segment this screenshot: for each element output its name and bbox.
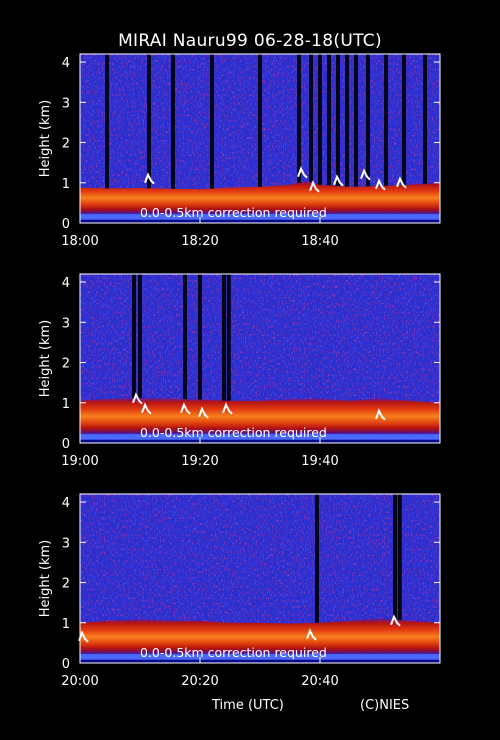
cloud-echo (132, 392, 143, 405)
boundary-layer (80, 397, 440, 434)
correction-annotation: 0.0-0.5km correction required (140, 205, 327, 220)
y-tick-label: 0 (62, 437, 70, 452)
near-ground-band (80, 214, 440, 220)
boundary-layer (80, 618, 440, 654)
dropout-column (210, 54, 214, 189)
y-tick-label: 1 (62, 177, 70, 192)
near-ground-band (80, 654, 440, 660)
dropout-column (222, 274, 226, 401)
dropout-column (147, 54, 151, 189)
y-tick-label: 3 (62, 96, 70, 111)
panel-frame (79, 273, 441, 444)
ground-band (80, 219, 440, 223)
dropout-column (171, 54, 175, 189)
x-tick-label: 18:20 (181, 234, 218, 249)
dropout-column (345, 54, 349, 187)
dropout-column (423, 54, 427, 184)
cloud-echo (375, 178, 386, 191)
cloud-echo (333, 174, 344, 187)
near-ground-band (80, 434, 440, 440)
panel-frame (79, 53, 441, 224)
lidar-panel-2: 0.0-0.5km correction required 0 1 2 3 4 19:00 1… (38, 273, 441, 469)
cloud-echo (360, 168, 371, 181)
ground-band (80, 439, 440, 443)
y-tick-label: 3 (62, 316, 70, 331)
y-axis-label: Height (km) (38, 540, 53, 617)
cloud-echo (141, 402, 152, 415)
y-tick-label: 4 (62, 56, 70, 71)
cloud-echo (309, 180, 320, 193)
cloud-echo (198, 406, 209, 419)
y-tick-label: 4 (62, 276, 70, 291)
y-axis-label: Height (km) (38, 100, 53, 177)
correction-annotation: 0.0-0.5km correction required (140, 425, 327, 440)
y-tick-label: 2 (62, 357, 70, 372)
y-axis-label: Height (km) (38, 320, 53, 397)
x-tick-label: 20:40 (301, 674, 338, 689)
lidar-panel-3: 0.0-0.5km correction required 0 1 2 3 4 20:00 2… (38, 493, 441, 689)
x-tick-label: 20:20 (181, 674, 218, 689)
y-tick-label: 3 (62, 536, 70, 551)
y-tick-label: 4 (62, 496, 70, 511)
dropout-column (258, 54, 262, 187)
dropout-column (105, 54, 109, 189)
cloud-echo (306, 628, 317, 641)
dropout-column (198, 274, 202, 400)
dropout-column (393, 494, 397, 620)
x-tick-label: 19:40 (301, 454, 338, 469)
dropout-column (183, 274, 187, 400)
x-tick-label: 20:00 (61, 674, 98, 689)
cloud-echo (375, 408, 386, 421)
dropout-column (336, 54, 340, 186)
panel-frame (79, 493, 441, 664)
cloud-echo (144, 172, 155, 185)
y-tick-label: 0 (62, 217, 70, 232)
dropout-column (354, 54, 358, 187)
cloud-echo (297, 166, 308, 179)
dropout-column (366, 54, 370, 187)
dropout-column (297, 54, 301, 183)
y-tick-label: 0 (62, 657, 70, 672)
figure-title: MIRAI Nauru99 06-28-18(UTC) (118, 31, 382, 51)
lidar-panel-1: 0.0-0.5km correction required 0 1 2 3 4 18:00 1… (38, 53, 441, 249)
dropout-column (327, 54, 331, 186)
dropout-column (138, 274, 142, 398)
credit-label: (C)NIES (360, 698, 410, 713)
dropout-column (384, 54, 388, 186)
correction-annotation: 0.0-0.5km correction required (140, 645, 327, 660)
dropout-column (226, 274, 231, 401)
cloud-echo (390, 614, 401, 627)
x-tick-label: 18:00 (61, 234, 98, 249)
dropout-column (315, 494, 319, 623)
y-tick-label: 2 (62, 577, 70, 592)
boundary-layer (80, 180, 440, 214)
dropout-column (309, 54, 313, 182)
dropout-column (318, 54, 322, 185)
x-tick-label: 18:40 (301, 234, 338, 249)
cloud-echo (222, 402, 233, 415)
cloud-echo (396, 176, 407, 189)
ground-band (80, 659, 440, 663)
dropout-column (402, 54, 406, 186)
y-tick-label: 1 (62, 397, 70, 412)
x-axis-label: Time (UTC) (212, 698, 284, 713)
y-tick-label: 1 (62, 617, 70, 632)
x-tick-label: 19:20 (181, 454, 218, 469)
dropout-column (397, 494, 402, 621)
x-tick-label: 19:00 (61, 454, 98, 469)
cloud-echo (180, 402, 191, 415)
dropout-column (132, 274, 136, 399)
y-tick-label: 2 (62, 137, 70, 152)
